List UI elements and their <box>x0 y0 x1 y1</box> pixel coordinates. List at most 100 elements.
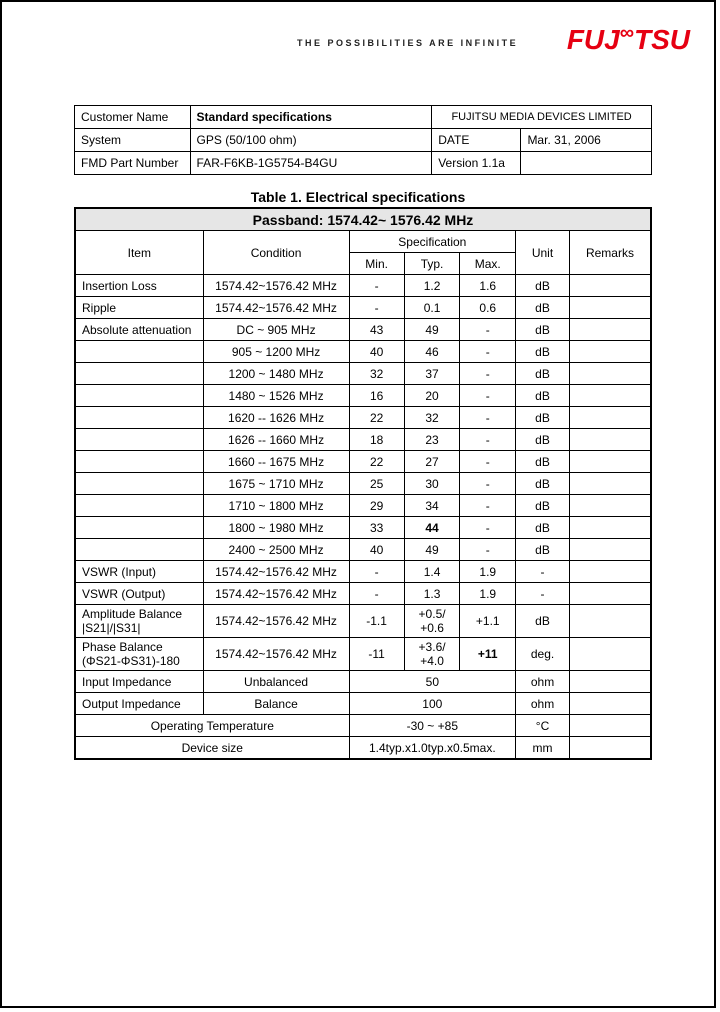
header-value: FAR-F6KB-1G5754-B4GU <box>190 152 432 175</box>
table-row: 1800 ~ 1980 MHz3344-dB <box>75 517 651 539</box>
typ-cell: 20 <box>404 385 460 407</box>
header-right-value: Mar. 31, 2006 <box>521 129 652 152</box>
rem-cell <box>569 429 651 451</box>
header-value: GPS (50/100 ohm) <box>190 129 432 152</box>
cond-cell: Balance <box>203 693 349 715</box>
unit-cell: dB <box>516 319 570 341</box>
table-row: Operating Temperature-30 ~ +85°C <box>75 715 651 737</box>
rem-cell <box>569 495 651 517</box>
unit-cell: dB <box>516 341 570 363</box>
header-right-label: DATE <box>432 129 521 152</box>
rem-cell <box>569 605 651 638</box>
item-cell: Ripple <box>75 297 203 319</box>
max-cell: - <box>460 363 516 385</box>
item-cell: Absolute attenuation <box>75 319 203 341</box>
item-cell: Output Impedance <box>75 693 203 715</box>
max-cell: - <box>460 407 516 429</box>
min-cell: 16 <box>349 385 404 407</box>
cond-cell: 1574.42~1576.42 MHz <box>203 605 349 638</box>
table-row: 1710 ~ 1800 MHz2934-dB <box>75 495 651 517</box>
rem-cell <box>569 715 651 737</box>
min-cell: 22 <box>349 451 404 473</box>
label-cell: Operating Temperature <box>75 715 349 737</box>
rem-cell <box>569 583 651 605</box>
cond-cell: 1626 -- 1660 MHz <box>203 429 349 451</box>
table-row: 1660 -- 1675 MHz2227-dB <box>75 451 651 473</box>
unit-cell: dB <box>516 363 570 385</box>
min-cell: -11 <box>349 638 404 671</box>
header-right-label: Version 1.1a <box>432 152 521 175</box>
item-cell <box>75 385 203 407</box>
max-cell: 1.6 <box>460 275 516 297</box>
min-cell: - <box>349 297 404 319</box>
unit-cell: dB <box>516 385 570 407</box>
label-cell: Device size <box>75 737 349 760</box>
val-cell: 100 <box>349 693 516 715</box>
cond-cell: 1675 ~ 1710 MHz <box>203 473 349 495</box>
min-cell: 25 <box>349 473 404 495</box>
table-title: Table 1. Electrical specifications <box>2 189 714 205</box>
max-cell: 0.6 <box>460 297 516 319</box>
table-row: Output ImpedanceBalance100ohm <box>75 693 651 715</box>
min-cell: 32 <box>349 363 404 385</box>
unit-cell: dB <box>516 473 570 495</box>
typ-cell: 46 <box>404 341 460 363</box>
typ-cell: +3.6/ +4.0 <box>404 638 460 671</box>
col-header: Item <box>75 231 203 275</box>
typ-cell: 27 <box>404 451 460 473</box>
max-cell: 1.9 <box>460 561 516 583</box>
header-label: System <box>75 129 191 152</box>
item-cell: Phase Balance (ΦS21-ΦS31)-180 <box>75 638 203 671</box>
rem-cell <box>569 363 651 385</box>
cond-cell: 1660 -- 1675 MHz <box>203 451 349 473</box>
typ-cell: 1.2 <box>404 275 460 297</box>
item-cell: VSWR (Output) <box>75 583 203 605</box>
min-cell: - <box>349 275 404 297</box>
unit-cell: dB <box>516 517 570 539</box>
min-cell: - <box>349 583 404 605</box>
unit-cell: dB <box>516 429 570 451</box>
val-cell: 50 <box>349 671 516 693</box>
spec-table: Passband: 1574.42~ 1576.42 MHzItemCondit… <box>74 207 652 760</box>
cond-cell: DC ~ 905 MHz <box>203 319 349 341</box>
typ-cell: 44 <box>404 517 460 539</box>
val-cell: -30 ~ +85 <box>349 715 516 737</box>
table-row: 905 ~ 1200 MHz4046-dB <box>75 341 651 363</box>
unit-cell: dB <box>516 539 570 561</box>
rem-cell <box>569 473 651 495</box>
table-row: VSWR (Input)1574.42~1576.42 MHz-1.41.9- <box>75 561 651 583</box>
rem-cell <box>569 539 651 561</box>
rem-cell <box>569 385 651 407</box>
rem-cell <box>569 638 651 671</box>
item-cell <box>75 429 203 451</box>
min-cell: 18 <box>349 429 404 451</box>
cond-cell: 905 ~ 1200 MHz <box>203 341 349 363</box>
rem-cell <box>569 319 651 341</box>
min-cell: 33 <box>349 517 404 539</box>
item-cell <box>75 363 203 385</box>
unit-cell: - <box>516 561 570 583</box>
cond-cell: 1620 -- 1626 MHz <box>203 407 349 429</box>
rem-cell <box>569 297 651 319</box>
col-header: Unit <box>516 231 570 275</box>
rem-cell <box>569 407 651 429</box>
table-row: 1200 ~ 1480 MHz3237-dB <box>75 363 651 385</box>
table-row: VSWR (Output)1574.42~1576.42 MHz-1.31.9- <box>75 583 651 605</box>
rem-cell <box>569 561 651 583</box>
col-header: Remarks <box>569 231 651 275</box>
table-row: Insertion Loss1574.42~1576.42 MHz-1.21.6… <box>75 275 651 297</box>
typ-cell: 23 <box>404 429 460 451</box>
rem-cell <box>569 275 651 297</box>
rem-cell <box>569 693 651 715</box>
typ-cell: +0.5/ +0.6 <box>404 605 460 638</box>
tagline: THE POSSIBILITIES ARE INFINITE <box>297 38 518 48</box>
unit-cell: deg. <box>516 638 570 671</box>
col-header: Min. <box>349 253 404 275</box>
cond-cell: 1574.42~1576.42 MHz <box>203 583 349 605</box>
cond-cell: 1574.42~1576.42 MHz <box>203 638 349 671</box>
rem-cell <box>569 737 651 760</box>
cond-cell: 1800 ~ 1980 MHz <box>203 517 349 539</box>
unit-cell: dB <box>516 275 570 297</box>
header-row: FMD Part NumberFAR-F6KB-1G5754-B4GUVersi… <box>75 152 652 175</box>
table-row: 1675 ~ 1710 MHz2530-dB <box>75 473 651 495</box>
